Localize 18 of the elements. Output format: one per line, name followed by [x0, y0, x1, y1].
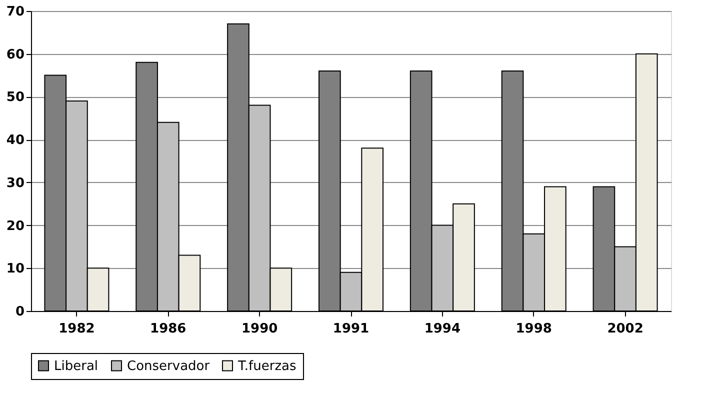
x-tick-label: 1990 — [241, 322, 278, 336]
y-tick-label: 60 — [6, 47, 24, 62]
x-tick-label: 1998 — [516, 322, 552, 336]
y-tick-label: 0 — [15, 304, 24, 320]
legend-label: Liberal — [54, 358, 98, 374]
x-tick-label: 1986 — [150, 322, 186, 336]
x-tick-label: 1994 — [424, 322, 461, 336]
y-tick-label: 20 — [6, 218, 24, 234]
x-tick-label: 1991 — [332, 322, 370, 336]
x-tick-label: 2002 — [607, 322, 644, 336]
y-tick-label: 40 — [6, 133, 24, 148]
legend-label: Conservador — [127, 358, 210, 374]
y-tick-label: 30 — [6, 176, 24, 191]
y-tick-label: 50 — [6, 90, 24, 106]
y-tick-label: 10 — [6, 262, 24, 277]
x-tick-label: 1982 — [58, 322, 95, 336]
legend-label: T.fuerzas — [237, 358, 296, 374]
y-tick-label: 70 — [6, 4, 24, 20]
